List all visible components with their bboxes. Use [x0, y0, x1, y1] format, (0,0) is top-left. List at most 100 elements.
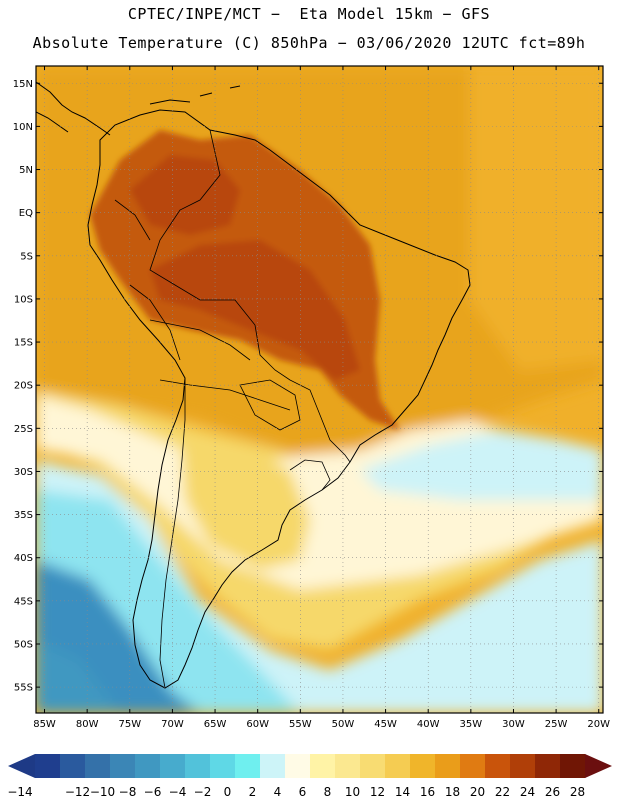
latitude-labels: 15N 10N 5N EQ 5S 10S 15S 20S 25S 30S 35S 40S 45S 50S 5…	[13, 79, 33, 694]
colorbar-box	[410, 754, 436, 778]
lat-label: 20S	[14, 381, 33, 392]
colorbar-label: 24	[520, 785, 535, 799]
colorbar-box	[435, 754, 461, 778]
colorbar-box	[310, 754, 336, 778]
lon-label: 35W	[460, 719, 483, 730]
border-argentina-chile	[159, 378, 186, 689]
longitude-labels: 85W 80W 75W 70W 65W 60W 55W 50W 45W 40W 35W 30W 25W 2…	[33, 719, 610, 730]
colorbar-over-triangle	[585, 754, 612, 778]
colorbar-box	[260, 754, 286, 778]
lon-label: 80W	[76, 719, 99, 730]
map-frame	[35, 65, 604, 714]
lon-label: 30W	[502, 719, 525, 730]
field-hot-core-north	[130, 155, 240, 235]
colorbar-label: 16	[420, 785, 435, 799]
lon-label: 45W	[374, 719, 397, 730]
colorbar-label: 20	[470, 785, 485, 799]
lat-label: EQ	[19, 208, 33, 219]
colorbar-label: 14	[395, 785, 410, 799]
colorbar-label: 22	[495, 785, 510, 799]
colorbar-box	[135, 754, 161, 778]
colorbar-box	[160, 754, 186, 778]
colorbar-box	[510, 754, 536, 778]
colorbar-boxes	[35, 754, 586, 778]
colorbar-label: 26	[545, 785, 560, 799]
lon-label: 25W	[545, 719, 568, 730]
colorbar-box	[85, 754, 111, 778]
lat-label: 15S	[14, 338, 33, 349]
colorbar-box	[235, 754, 261, 778]
border-andes-countries	[114, 199, 291, 411]
lat-label: 15N	[13, 79, 33, 90]
colorbar-label: 2	[249, 785, 257, 799]
lat-label: 35S	[14, 510, 33, 521]
colorbar-box	[185, 754, 211, 778]
colorbar-label: 6	[299, 785, 307, 799]
lat-label: 50S	[14, 639, 33, 650]
lon-label: 55W	[289, 719, 312, 730]
colorbar-box	[485, 754, 511, 778]
lon-label: 40W	[417, 719, 440, 730]
south-america-coast	[87, 109, 471, 689]
lon-label: 50W	[332, 719, 355, 730]
colorbar-label: 8	[324, 785, 332, 799]
lat-label: 55S	[14, 683, 33, 694]
lat-label: 45S	[14, 596, 33, 607]
colorbar-label: −8	[119, 785, 137, 799]
colorbar-box	[60, 754, 86, 778]
colorbar-box	[535, 754, 561, 778]
border-uruguay	[289, 459, 331, 491]
border-brazil	[149, 129, 351, 463]
colorbar-label: −4	[169, 785, 187, 799]
colorbar-box	[210, 754, 236, 778]
colorbar-box	[385, 754, 411, 778]
lat-label: 25S	[14, 424, 33, 435]
colorbar-box	[560, 754, 586, 778]
colorbar-under-triangle	[8, 754, 35, 778]
colorbar-box	[110, 754, 136, 778]
colorbar-labels: −14 −12 −10 −8 −6 −4 −2 0 2 4 6 8 10 12 14 16 18 20 22 24 26…	[7, 785, 585, 799]
colorbar-label: 10	[345, 785, 360, 799]
lon-label: 85W	[33, 719, 56, 730]
lat-label: 10S	[14, 294, 33, 305]
colorbar-box	[285, 754, 311, 778]
colorbar-label: −10	[90, 785, 115, 799]
colorbar-label: 4	[274, 785, 282, 799]
colorbar: −14 −12 −10 −8 −6 −4 −2 0 2 4 6 8 10 12 14 16 18 20 22 24 26…	[7, 754, 612, 799]
lat-label: 40S	[14, 553, 33, 564]
central-america-coast	[36, 81, 111, 136]
border-paraguay	[239, 379, 301, 431]
colorbar-box	[35, 754, 61, 778]
field-cyan-southeast	[360, 430, 603, 500]
colorbar-box	[360, 754, 386, 778]
lon-label: 20W	[587, 719, 610, 730]
lat-label: 5S	[20, 251, 33, 262]
colorbar-label: 12	[370, 785, 385, 799]
axis-ticks	[36, 66, 603, 713]
colorbar-label: −6	[144, 785, 162, 799]
lon-label: 75W	[118, 719, 141, 730]
grid-lines	[36, 66, 603, 713]
country-borders	[114, 129, 351, 689]
colorbar-box	[460, 754, 486, 778]
coastlines	[36, 81, 471, 689]
field-ocean-northeast	[470, 66, 603, 370]
lat-label: 10N	[13, 122, 33, 133]
temperature-field	[36, 66, 603, 713]
lat-label: 30S	[14, 467, 33, 478]
field-deep-cold	[36, 640, 120, 713]
colorbar-label: −12	[65, 785, 90, 799]
lon-label: 65W	[204, 719, 227, 730]
lon-label: 70W	[161, 719, 184, 730]
caribbean-islands	[149, 85, 241, 105]
field-yellow-patagonia	[180, 440, 310, 570]
field-hot-core	[150, 240, 360, 380]
colorbar-label: 28	[570, 785, 585, 799]
chart-title-line-2: Absolute Temperature (C) 850hPa − 03/06/…	[32, 34, 586, 52]
colorbar-label: −14	[7, 785, 32, 799]
lon-label: 60W	[246, 719, 269, 730]
chart-title-line-1: CPTEC/INPE/MCT − Eta Model 15km − GFS	[127, 5, 491, 23]
colorbar-box	[335, 754, 361, 778]
colorbar-label: −2	[194, 785, 212, 799]
